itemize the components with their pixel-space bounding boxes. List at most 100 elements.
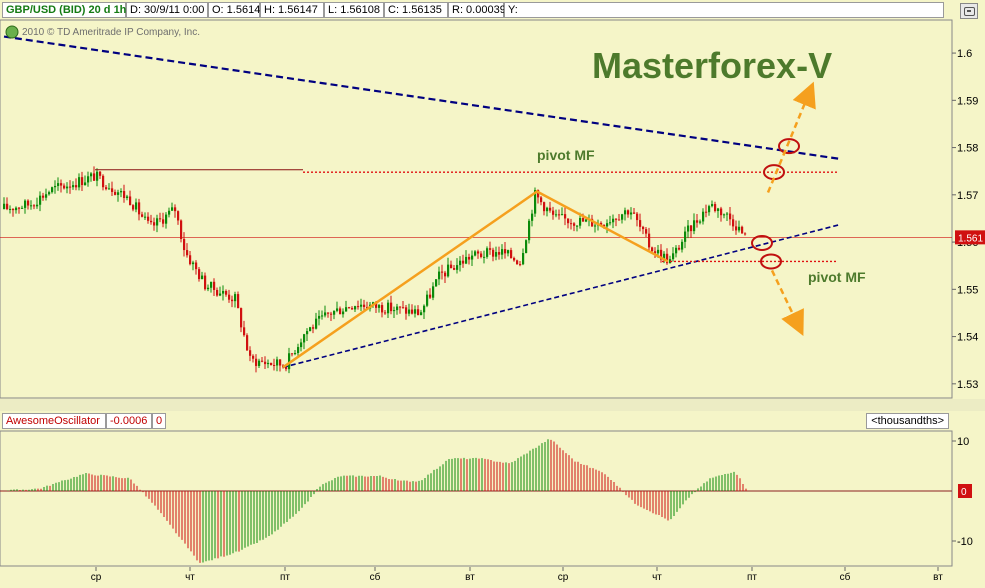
osc-tick-label: -10 xyxy=(957,536,973,548)
price-tick-label: 1.58 xyxy=(957,143,978,155)
candle-body xyxy=(531,213,534,221)
candle-body xyxy=(693,220,696,232)
current-price-label: 1.561 xyxy=(958,233,983,244)
candle-body xyxy=(87,176,90,183)
candle-body xyxy=(216,289,219,296)
candle-body xyxy=(39,195,42,205)
candle-body xyxy=(255,358,258,366)
candle-body xyxy=(21,207,24,209)
high-readout: H: 1.56147 xyxy=(260,2,324,18)
candle-body xyxy=(705,211,708,213)
candle-body xyxy=(375,302,378,308)
candle-body xyxy=(651,247,654,252)
candle-body xyxy=(324,312,327,316)
candle-body xyxy=(15,207,18,211)
breakout-circle xyxy=(778,138,800,155)
candle-body xyxy=(120,191,123,193)
candle-body xyxy=(237,294,240,309)
candle-body xyxy=(198,269,201,280)
candle-body xyxy=(321,315,324,317)
range-readout: R: 0.00039 xyxy=(448,2,506,18)
candle-body xyxy=(468,256,471,260)
breakout-circle xyxy=(760,253,782,270)
candle-body xyxy=(123,191,126,199)
time-tick-label: ср xyxy=(558,572,569,583)
candle-body xyxy=(243,327,246,336)
osc-bars xyxy=(1,439,747,563)
candle-body xyxy=(591,218,594,227)
candle-body xyxy=(393,310,396,312)
candle-body xyxy=(438,271,441,280)
candle-body xyxy=(54,185,57,188)
candle-body xyxy=(414,309,417,314)
candle-body xyxy=(525,240,528,254)
candle-body xyxy=(264,361,267,365)
candle-body xyxy=(132,205,135,210)
upper-trendline xyxy=(3,35,841,161)
candle-body xyxy=(399,306,402,308)
candle-body xyxy=(129,196,132,206)
arrow-up xyxy=(766,81,816,193)
candle-body xyxy=(75,185,78,188)
candle-body xyxy=(606,223,609,227)
candle-body xyxy=(66,186,69,189)
candle-body xyxy=(63,185,66,189)
candle-body xyxy=(165,214,168,224)
candle-body xyxy=(294,353,297,355)
candle-body xyxy=(489,248,492,250)
candle-body xyxy=(576,225,579,227)
candle-body xyxy=(744,233,747,235)
candle-body xyxy=(699,221,702,223)
candle-body xyxy=(687,225,690,232)
candle-body xyxy=(339,308,342,315)
candle-body xyxy=(288,353,291,370)
candle-body xyxy=(36,204,39,207)
candle-body xyxy=(204,275,207,290)
candle-body xyxy=(513,258,516,261)
indicator-extra: 0 xyxy=(152,413,166,429)
candle-body xyxy=(735,226,738,231)
pivot-label-top: pivot MF xyxy=(537,147,595,163)
osc-current-label: 0 xyxy=(961,487,967,498)
candle-body xyxy=(423,305,426,313)
candle-body xyxy=(156,218,159,226)
candle-body xyxy=(459,260,462,266)
candle-body xyxy=(30,205,33,207)
candle-body xyxy=(645,229,648,234)
candle-body xyxy=(285,367,288,370)
candle-body xyxy=(252,355,255,359)
candle-body xyxy=(654,251,657,254)
candle-body xyxy=(639,220,642,227)
scale-icon[interactable] xyxy=(960,3,978,19)
candle-body xyxy=(561,214,564,216)
open-readout: O: 1.5614 xyxy=(208,2,260,18)
candle-body xyxy=(543,202,546,212)
candle-body xyxy=(477,251,480,254)
osc-tick-label: 10 xyxy=(957,436,969,448)
candle-body xyxy=(153,222,156,226)
time-tick-label: чт xyxy=(652,572,662,583)
candle-body xyxy=(186,250,189,256)
candle-body xyxy=(231,299,234,302)
symbol-label[interactable]: GBP/USD (BID) 20 d 1h xyxy=(2,2,126,18)
candle-body xyxy=(141,214,144,217)
candle-body xyxy=(111,188,114,192)
candle-body xyxy=(717,208,720,212)
candle-body xyxy=(657,249,660,254)
candle-body xyxy=(60,183,63,186)
breakout-circle xyxy=(751,235,773,252)
candle-body xyxy=(27,200,30,206)
candle-body xyxy=(723,214,726,216)
candle-body xyxy=(528,220,531,241)
candle-body xyxy=(48,192,51,195)
candle-body xyxy=(558,214,561,216)
candle-body xyxy=(90,173,93,177)
candle-body xyxy=(540,197,543,203)
indicator-name[interactable]: AwesomeOscillator xyxy=(2,413,106,429)
candle-body xyxy=(228,294,231,300)
candle-body xyxy=(714,204,717,212)
candle-body xyxy=(195,262,198,270)
candle-body xyxy=(504,249,507,254)
price-tick-label: 1.6 xyxy=(957,48,972,60)
candle-body xyxy=(45,194,48,198)
